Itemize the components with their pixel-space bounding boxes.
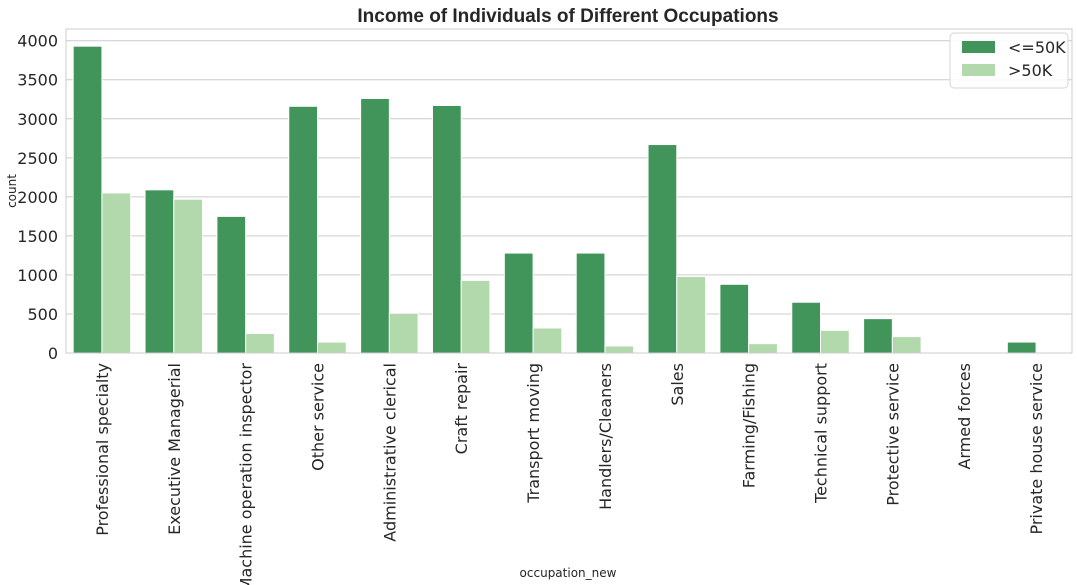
bar-gt50k [173, 198, 204, 354]
x-tick-label: Craft repair [452, 363, 471, 455]
y-tick-label: 1000 [17, 266, 58, 285]
y-axis-label: count [5, 174, 19, 208]
x-tick-label: Protective service [883, 363, 902, 506]
x-tick-label: Other service [309, 363, 328, 471]
bar-gt50k [748, 343, 778, 354]
bar-gt50k [460, 279, 491, 354]
y-tick-label: 1500 [17, 227, 58, 246]
y-tick-label: 2000 [17, 188, 58, 207]
x-axis-label: occupation_new [520, 566, 617, 580]
bar-le50k [144, 189, 175, 354]
bar-le50k [216, 215, 247, 354]
bar-le50k [288, 105, 318, 354]
bar-gt50k [532, 327, 563, 354]
bar-le50k [1006, 341, 1037, 354]
x-tick-label: Transport moving [524, 363, 543, 504]
y-tick-labels: 0 500 1000 1500 2000 2500 3000 3500 4000 [17, 32, 58, 363]
x-tick-label: Machine operation inspector [237, 363, 256, 585]
bar-gt50k [676, 275, 707, 354]
y-tick-label: 4000 [17, 32, 58, 51]
x-tick-label: Sales [668, 363, 687, 406]
bar-gt50k [820, 329, 850, 354]
bar-gt50k [604, 345, 635, 354]
x-tick-labels: Professional specialty Executive Manageri… [93, 363, 1046, 585]
bar-gt50k [101, 192, 132, 354]
y-tick-label: 500 [27, 305, 58, 324]
y-tick-label: 3000 [17, 110, 58, 129]
x-tick-label: Executive Managerial [165, 363, 184, 535]
legend-label: >50K [1008, 61, 1053, 80]
x-tick-label: Administrative clerical [380, 363, 399, 542]
x-tick-label: Farming/Fishing [740, 363, 759, 488]
bar-le50k [791, 301, 821, 354]
chart-title: Income of Individuals of Different Occup… [357, 6, 778, 27]
y-tick-label: 3500 [17, 71, 58, 90]
legend-swatch [962, 64, 995, 76]
bar-gt50k [891, 336, 922, 354]
bar-le50k [72, 45, 103, 354]
axes [65, 28, 1073, 354]
x-tick-label: Technical support [812, 363, 831, 504]
bar-le50k [647, 144, 678, 354]
legend-swatch [962, 41, 995, 53]
x-tick-label: Private house service [1027, 363, 1046, 535]
y-tick-label: 2500 [17, 149, 58, 168]
bar-gt50k [388, 312, 419, 354]
y-tick-label: 0 [48, 344, 58, 363]
plot-frame [65, 28, 1073, 354]
bar-gt50k [245, 332, 275, 354]
x-tick-label: Armed forces [955, 363, 974, 470]
bar-le50k [863, 318, 893, 354]
bar-le50k [431, 105, 462, 354]
legend: <=50K >50K [949, 32, 1069, 89]
bar-gt50k [317, 341, 347, 354]
x-tick-label: Professional specialty [93, 363, 112, 536]
x-tick-label: Handlers/Cleaners [596, 363, 615, 510]
bar-le50k [360, 97, 390, 354]
bars [72, 45, 1066, 354]
bar-le50k [503, 252, 534, 354]
bar-le50k [719, 283, 750, 354]
bar-le50k [575, 252, 606, 354]
legend-label: <=50K [1008, 38, 1066, 57]
